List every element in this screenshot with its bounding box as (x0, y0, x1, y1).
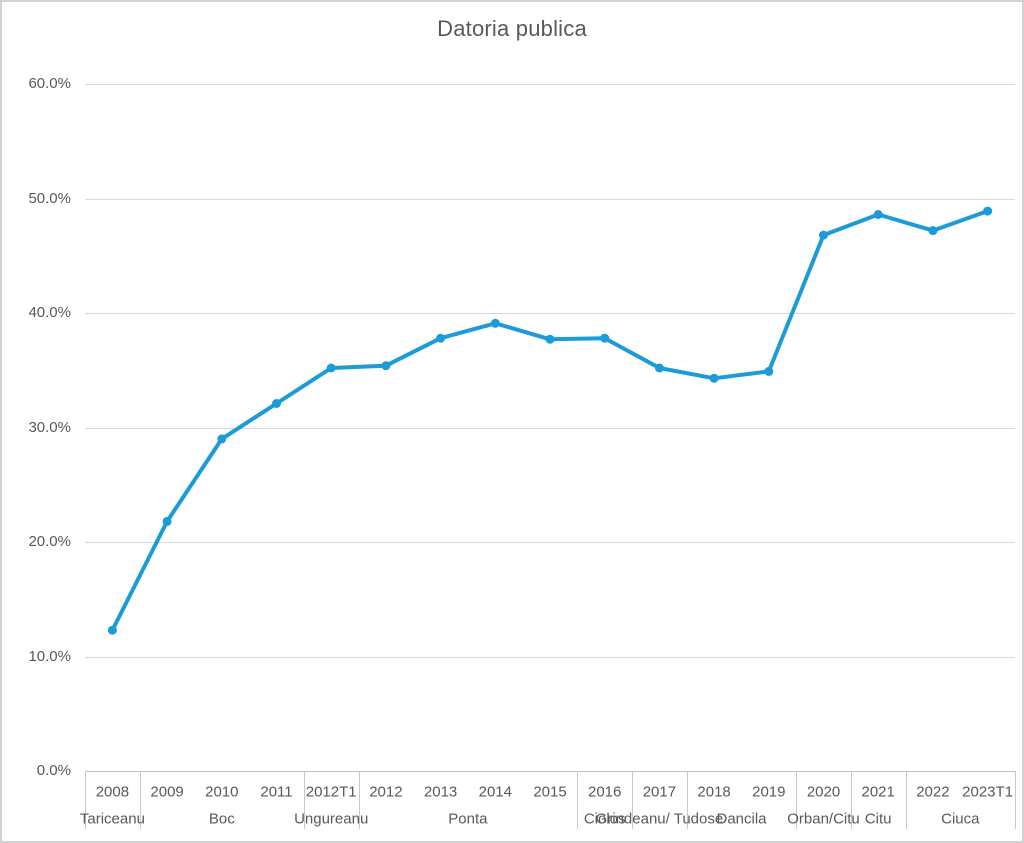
category-group-separator (139, 771, 141, 829)
data-point-marker (545, 334, 555, 344)
x-axis-year-label: 2018 (697, 783, 731, 801)
category-group-separator (303, 771, 305, 829)
x-axis-year-label: 2009 (150, 783, 184, 801)
category-group-separator (905, 771, 907, 829)
x-axis-year-label: 2012T1 (305, 783, 357, 801)
category-group-separator (577, 771, 579, 829)
y-axis-tick-label: 30.0% (28, 418, 71, 436)
gridline (85, 313, 1015, 314)
x-axis-year-label: 2023T1 (962, 783, 1014, 801)
x-axis-pm-label: Dancila (716, 810, 767, 828)
x-axis-pm-label: Ponta (448, 810, 488, 828)
x-axis-year-label: 2013 (423, 783, 458, 801)
x-axis-year-label: 2017 (642, 783, 677, 801)
data-point-marker (272, 399, 281, 408)
x-axis-year-label: 2015 (533, 783, 567, 801)
data-point-marker (436, 333, 446, 343)
x-axis-year-label: 2014 (478, 783, 512, 801)
data-point-marker (819, 230, 828, 240)
gridline (85, 656, 1015, 658)
x-axis-pm-label: Citu (864, 810, 892, 828)
category-group-separator (358, 771, 360, 829)
x-axis-pm-label: Grindeanu/ Tudose (595, 810, 724, 828)
x-axis-year-label: 2012 (369, 783, 403, 801)
x-axis-pm-label: Tariceanu (79, 810, 145, 828)
category-group-separator (632, 771, 634, 829)
x-axis-year-label: 2011 (260, 783, 293, 801)
data-point-marker (928, 226, 938, 236)
debt-trend-line (110, 209, 990, 633)
data-point-marker (654, 363, 664, 373)
x-axis-year-label: 2022 (916, 783, 950, 801)
data-point-marker (983, 206, 993, 216)
data-point-marker (764, 366, 774, 376)
x-axis-year-label: 2016 (588, 783, 622, 801)
x-axis-year-label: 2019 (752, 783, 786, 801)
x-axis-pm-label: Ungureanu (294, 810, 369, 828)
x-axis-pm-label: Orban/Citu (787, 810, 860, 828)
data-point-marker (162, 516, 172, 526)
x-axis-year-label: 2020 (806, 783, 841, 801)
gridline (85, 198, 1015, 200)
y-axis-tick-label: 40.0% (28, 304, 71, 322)
category-group-separator (850, 771, 852, 829)
data-point-marker (490, 318, 500, 328)
y-axis-tick-label: 20.0% (28, 533, 71, 551)
x-axis-year-label: 2010 (205, 783, 239, 801)
data-point-marker (381, 361, 391, 371)
data-point-marker (873, 210, 883, 219)
data-point-marker (709, 373, 719, 383)
chart-title: Datoria publica (437, 16, 587, 41)
category-group-separator (686, 771, 688, 829)
gridline (85, 84, 1015, 85)
y-axis-tick-label: 10.0% (28, 647, 71, 665)
x-axis-year-label: 2008 (95, 783, 130, 801)
data-point-marker (600, 333, 610, 343)
category-group-separator (1015, 771, 1016, 829)
x-axis-pm-label: Ciolos (583, 810, 626, 828)
gridline (85, 427, 1015, 429)
y-axis-tick-label: 60.0% (28, 75, 71, 93)
y-axis-tick-label: 50.0% (28, 189, 71, 207)
x-axis-year-label: 2021 (861, 783, 895, 801)
x-axis-pm-label: Boc (208, 810, 235, 828)
category-group-separator (796, 771, 798, 829)
data-point-marker (217, 434, 227, 444)
gridline (85, 542, 1015, 543)
category-group-separator (85, 771, 86, 829)
data-point-marker (107, 625, 117, 635)
y-axis-tick-label: 0.0% (36, 762, 71, 780)
x-axis-line (85, 771, 1015, 772)
data-point-marker (326, 363, 336, 373)
x-axis-pm-label: Ciuca (941, 810, 980, 828)
